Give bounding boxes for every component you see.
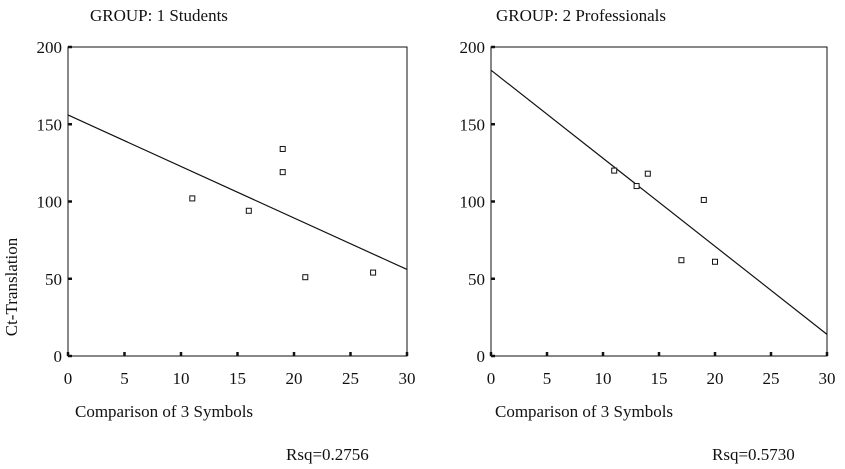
x-axis-label: Comparison of 3 Symbols [495, 402, 673, 421]
x-tick-label: 10 [173, 369, 190, 388]
y-ticks: 0 50 100 150 200 [460, 38, 495, 366]
data-point [712, 258, 718, 265]
x-tick-label: 15 [651, 369, 668, 388]
fit-line-group [490, 69, 828, 335]
y-tick-label: 50 [45, 270, 62, 289]
x-tick-label: 0 [487, 369, 496, 388]
x-ticks: 0 5 10 15 20 25 30 [487, 352, 836, 388]
points-group [189, 145, 377, 281]
y-tick-label: 100 [460, 193, 486, 212]
data-point [678, 257, 685, 264]
y-tick-label: 0 [54, 347, 63, 366]
plot-frame [67, 46, 408, 357]
x-tick-label: 20 [286, 369, 303, 388]
data-point [189, 195, 196, 202]
x-tick-label: 30 [819, 369, 836, 388]
data-point [370, 269, 377, 276]
data-point [633, 183, 640, 190]
x-tick-label: 10 [595, 369, 612, 388]
data-point [279, 169, 286, 176]
x-tick-label: 25 [763, 369, 780, 388]
data-point [302, 274, 309, 281]
data-point [644, 170, 651, 177]
fit-line-group [67, 114, 408, 271]
x-axis-label: Comparison of 3 Symbols [75, 402, 253, 421]
y-tick-label: 200 [37, 38, 63, 57]
x-tick-label: 5 [543, 369, 552, 388]
x-tick-label: 0 [64, 369, 73, 388]
x-tick-label: 25 [342, 369, 359, 388]
chart-title: GROUP: 2 Professionals [496, 6, 666, 25]
x-tick-label: 30 [399, 369, 416, 388]
x-tick-label: 15 [229, 369, 246, 388]
x-ticks: 0 5 10 15 20 25 30 [64, 352, 416, 388]
plot-frame [490, 46, 828, 357]
y-tick-label: 200 [460, 38, 486, 57]
rsq-label: Rsq=0.2756 [286, 445, 369, 464]
data-point [279, 145, 286, 152]
y-ticks: 0 50 100 150 200 [37, 38, 72, 366]
y-axis-label: Ct-Translation [2, 237, 21, 336]
points-group [611, 167, 718, 265]
y-tick-label: 100 [37, 193, 63, 212]
data-point [700, 196, 707, 203]
rsq-label: Rsq=0.5730 [712, 445, 795, 464]
x-tick-label: 5 [120, 369, 129, 388]
fit-line [67, 114, 408, 271]
y-tick-label: 150 [460, 115, 486, 134]
y-tick-label: 150 [37, 115, 63, 134]
y-tick-label: 0 [477, 347, 486, 366]
chart-title: GROUP: 1 Students [90, 6, 228, 25]
chart-panel-students: GROUP: 1 Students 0 5 10 15 20 25 30 0 50 100 150… [37, 6, 416, 464]
data-point [245, 207, 252, 214]
data-point [611, 167, 618, 174]
x-tick-label: 20 [707, 369, 724, 388]
chart-panel-professionals: GROUP: 2 Professionals 0 5 10 15 20 25 30 0 50 1… [460, 6, 836, 464]
fit-line [490, 69, 828, 335]
y-tick-label: 50 [468, 270, 485, 289]
